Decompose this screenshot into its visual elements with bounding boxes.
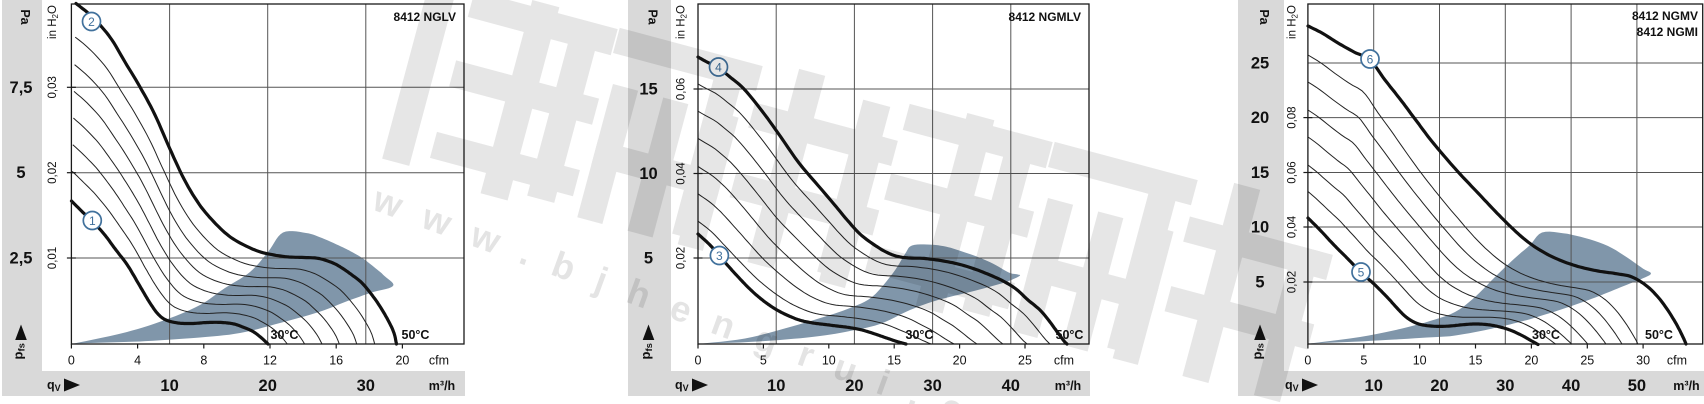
svg-text:0,06: 0,06 <box>1287 161 1299 183</box>
svg-text:20: 20 <box>1524 354 1538 368</box>
svg-text:Pa: Pa <box>1257 9 1271 25</box>
svg-text:5: 5 <box>1255 274 1264 292</box>
svg-text:30: 30 <box>1496 377 1514 395</box>
svg-text:cfm: cfm <box>1054 354 1074 368</box>
svg-text:1: 1 <box>89 214 96 228</box>
svg-text:10: 10 <box>639 165 657 183</box>
svg-text:0,04: 0,04 <box>676 162 688 185</box>
svg-text:0,04: 0,04 <box>1287 215 1299 238</box>
svg-text:3: 3 <box>716 249 723 263</box>
svg-text:30: 30 <box>357 377 375 395</box>
svg-text:15: 15 <box>887 354 901 368</box>
svg-text:Pa: Pa <box>18 9 32 25</box>
svg-text:5: 5 <box>644 250 653 268</box>
svg-text:0,08: 0,08 <box>1287 106 1299 128</box>
svg-text:0,02: 0,02 <box>676 247 688 269</box>
svg-text:5: 5 <box>16 164 25 182</box>
svg-text:0,01: 0,01 <box>47 247 59 269</box>
svg-text:50°C: 50°C <box>1645 328 1673 342</box>
svg-text:2,5: 2,5 <box>10 250 33 268</box>
svg-text:8412 NGMLV: 8412 NGMLV <box>1009 10 1081 24</box>
svg-text:8412 NGMI: 8412 NGMI <box>1637 25 1698 39</box>
svg-text:20: 20 <box>1430 377 1448 395</box>
svg-text:10: 10 <box>822 354 836 368</box>
svg-text:30: 30 <box>1636 354 1650 368</box>
svg-text:0,06: 0,06 <box>676 78 688 100</box>
svg-text:25: 25 <box>1251 55 1269 73</box>
svg-text:10: 10 <box>160 377 178 395</box>
svg-text:30°C: 30°C <box>1532 328 1560 342</box>
svg-text:25: 25 <box>1018 354 1032 368</box>
svg-text:5: 5 <box>1358 265 1365 279</box>
svg-text:20: 20 <box>395 354 409 368</box>
svg-text:10: 10 <box>1413 354 1427 368</box>
svg-text:0: 0 <box>68 354 75 368</box>
svg-text:20: 20 <box>259 377 277 395</box>
svg-text:50°C: 50°C <box>402 328 430 342</box>
svg-text:30°C: 30°C <box>271 328 299 342</box>
svg-text:15: 15 <box>639 81 657 99</box>
svg-text:5: 5 <box>760 354 767 368</box>
svg-text:in H2O: in H2O <box>676 5 689 39</box>
svg-text:m³/h: m³/h <box>1673 379 1699 393</box>
svg-text:0,02: 0,02 <box>47 162 59 184</box>
svg-text:40: 40 <box>1002 377 1020 395</box>
svg-text:in H2O: in H2O <box>47 5 60 39</box>
svg-text:10: 10 <box>1365 377 1383 395</box>
svg-text:20: 20 <box>845 377 863 395</box>
svg-text:6: 6 <box>1367 52 1374 66</box>
svg-text:20: 20 <box>953 354 967 368</box>
svg-text:8: 8 <box>200 354 207 368</box>
svg-text:7,5: 7,5 <box>10 79 33 97</box>
svg-text:in H2O: in H2O <box>1287 5 1300 39</box>
svg-text:m³/h: m³/h <box>1055 379 1081 393</box>
svg-text:5: 5 <box>1360 354 1367 368</box>
svg-text:2: 2 <box>88 15 95 29</box>
svg-text:20: 20 <box>1251 109 1269 127</box>
svg-text:4: 4 <box>134 354 141 368</box>
svg-text:0: 0 <box>1304 354 1311 368</box>
svg-text:10: 10 <box>1251 219 1269 237</box>
svg-text:m³/h: m³/h <box>429 379 455 393</box>
svg-text:30: 30 <box>923 377 941 395</box>
svg-text:50: 50 <box>1628 377 1646 395</box>
svg-text:0,03: 0,03 <box>47 76 59 98</box>
svg-text:12: 12 <box>263 354 277 368</box>
svg-text:30°C: 30°C <box>906 328 934 342</box>
svg-text:0: 0 <box>695 354 702 368</box>
svg-text:10: 10 <box>767 377 785 395</box>
svg-text:15: 15 <box>1469 354 1483 368</box>
svg-text:cfm: cfm <box>1667 354 1687 368</box>
svg-text:0,02: 0,02 <box>1287 271 1299 293</box>
svg-text:4: 4 <box>715 60 722 74</box>
svg-text:Pa: Pa <box>646 9 660 25</box>
svg-text:25: 25 <box>1580 354 1594 368</box>
svg-text:cfm: cfm <box>429 354 449 368</box>
svg-text:15: 15 <box>1251 164 1269 182</box>
svg-text:8412 NGLV: 8412 NGLV <box>394 10 456 24</box>
svg-text:16: 16 <box>329 354 343 368</box>
svg-text:8412 NGMV: 8412 NGMV <box>1632 9 1698 23</box>
svg-text:40: 40 <box>1562 377 1580 395</box>
svg-text:50°C: 50°C <box>1056 328 1084 342</box>
